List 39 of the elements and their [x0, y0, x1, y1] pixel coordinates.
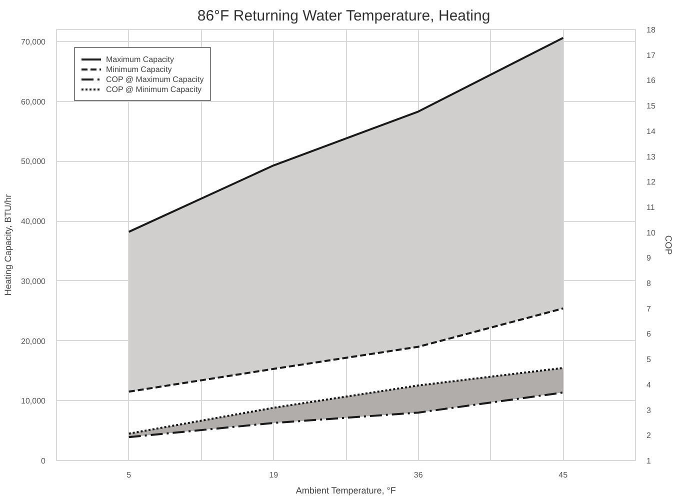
chart-title: 86°F Returning Water Temperature, Heating — [197, 8, 490, 24]
y2-tick-label: 18 — [646, 26, 656, 34]
y-tick-label: 50,000 — [21, 157, 46, 166]
legend-label: COP @ Minimum Capacity — [106, 84, 202, 94]
y-tick-label: 70,000 — [21, 37, 46, 46]
y-tick-label: 0 — [41, 456, 46, 466]
y2-tick-label: 7 — [646, 304, 652, 314]
y2-tick-label: 6 — [646, 330, 652, 339]
y-tick-label: 30,000 — [21, 276, 46, 286]
y-tick-label: 20,000 — [21, 336, 46, 346]
y-tick-label: 60,000 — [21, 97, 46, 106]
y2-tick-label: 17 — [646, 50, 656, 60]
y2-axis-title: COP — [663, 235, 674, 255]
y2-tick-label: 10 — [646, 228, 656, 238]
y2-tick-label: 15 — [646, 102, 656, 111]
y2-tick-label: 5 — [646, 355, 652, 364]
y2-tick-label: 9 — [646, 254, 652, 263]
y2-tick-label: 12 — [646, 178, 656, 187]
y2-tick-label: 13 — [646, 152, 656, 162]
y-tick-label: 10,000 — [21, 396, 46, 406]
y2-tick-label: 1 — [646, 456, 652, 466]
y-tick-label: 40,000 — [21, 217, 46, 226]
y2-tick-label: 11 — [646, 202, 656, 212]
y2-tick-label: 2 — [646, 431, 652, 440]
y-axis-title: Heating Capacity, BTU/hr — [3, 194, 14, 296]
y2-tick-label: 16 — [646, 76, 656, 86]
x-tick-label: 45 — [558, 470, 568, 480]
legend-label: Maximum Capacity — [106, 54, 174, 64]
x-tick-label: 19 — [269, 470, 279, 480]
y2-tick-label: 14 — [646, 126, 656, 136]
line-series — [128, 307, 564, 393]
y2-tick-label: 4 — [646, 380, 652, 390]
x-axis-title: Ambient Temperature, °F — [296, 486, 396, 496]
legend-label: COP @ Maximum Capacity — [106, 74, 204, 84]
y2-tick-label: 8 — [646, 279, 652, 288]
x-tick-label: 5 — [126, 470, 132, 480]
legend-label: Minimum Capacity — [106, 64, 172, 74]
x-tick-label: 36 — [414, 470, 424, 480]
y2-tick-label: 3 — [646, 406, 652, 415]
